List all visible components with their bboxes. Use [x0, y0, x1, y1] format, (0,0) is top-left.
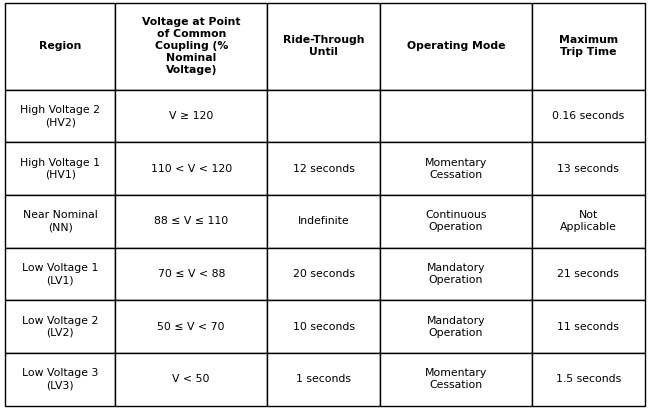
Bar [5, 248, 115, 300]
Bar [532, 3, 645, 90]
Bar [5, 353, 115, 406]
Text: Mandatory
Operation: Mandatory Operation [427, 263, 486, 285]
Bar [380, 142, 532, 195]
Text: Region: Region [39, 41, 81, 52]
Bar [115, 353, 267, 406]
Text: 88 ≤ V ≤ 110: 88 ≤ V ≤ 110 [154, 216, 228, 227]
Text: Mandatory
Operation: Mandatory Operation [427, 316, 486, 338]
Bar [532, 142, 645, 195]
Bar [5, 142, 115, 195]
Bar [380, 300, 532, 353]
Text: 0.16 seconds: 0.16 seconds [552, 111, 625, 121]
Bar [380, 195, 532, 248]
Text: 10 seconds: 10 seconds [292, 322, 355, 332]
Text: Continuous
Operation: Continuous Operation [425, 210, 487, 232]
Bar [115, 3, 267, 90]
Text: Momentary
Cessation: Momentary Cessation [425, 369, 487, 391]
Bar [5, 90, 115, 142]
Bar [5, 3, 115, 90]
Bar [267, 195, 380, 248]
Text: 11 seconds: 11 seconds [558, 322, 619, 332]
Text: Not
Applicable: Not Applicable [560, 210, 617, 232]
Text: High Voltage 2
(HV2): High Voltage 2 (HV2) [20, 105, 100, 127]
Text: High Voltage 1
(HV1): High Voltage 1 (HV1) [20, 158, 100, 180]
Text: 70 ≤ V < 88: 70 ≤ V < 88 [157, 269, 225, 279]
Bar [532, 300, 645, 353]
Text: 12 seconds: 12 seconds [292, 164, 354, 174]
Text: 20 seconds: 20 seconds [292, 269, 355, 279]
Bar [380, 248, 532, 300]
Text: Momentary
Cessation: Momentary Cessation [425, 158, 487, 180]
Text: 13 seconds: 13 seconds [558, 164, 619, 174]
Bar [532, 90, 645, 142]
Bar [115, 248, 267, 300]
Bar [267, 353, 380, 406]
Bar [380, 90, 532, 142]
Text: V < 50: V < 50 [172, 374, 210, 384]
Text: Maximum
Trip Time: Maximum Trip Time [559, 36, 618, 58]
Bar [267, 3, 380, 90]
Text: Low Voltage 2
(LV2): Low Voltage 2 (LV2) [22, 316, 98, 338]
Text: 21 seconds: 21 seconds [558, 269, 619, 279]
Text: 1 seconds: 1 seconds [296, 374, 351, 384]
Text: Near Nominal
(NN): Near Nominal (NN) [23, 210, 98, 232]
Text: Ride-Through
Until: Ride-Through Until [283, 36, 365, 58]
Text: 1.5 seconds: 1.5 seconds [556, 374, 621, 384]
Text: Voltage at Point
of Common
Coupling (%
Nominal
Voltage): Voltage at Point of Common Coupling (% N… [142, 18, 240, 76]
Bar [267, 90, 380, 142]
Text: Low Voltage 1
(LV1): Low Voltage 1 (LV1) [22, 263, 98, 285]
Bar [115, 195, 267, 248]
Text: Indefinite: Indefinite [298, 216, 350, 227]
Bar [532, 248, 645, 300]
Bar [115, 300, 267, 353]
Bar [267, 248, 380, 300]
Bar [380, 353, 532, 406]
Bar [267, 300, 380, 353]
Text: Operating Mode: Operating Mode [407, 41, 505, 52]
Bar [267, 142, 380, 195]
Bar [380, 3, 532, 90]
Text: Low Voltage 3
(LV3): Low Voltage 3 (LV3) [22, 369, 98, 391]
Text: V ≥ 120: V ≥ 120 [169, 111, 213, 121]
Text: 50 ≤ V < 70: 50 ≤ V < 70 [157, 322, 225, 332]
Bar [532, 353, 645, 406]
Bar [532, 195, 645, 248]
Bar [5, 300, 115, 353]
Bar [115, 142, 267, 195]
Bar [5, 195, 115, 248]
Bar [115, 90, 267, 142]
Text: 110 < V < 120: 110 < V < 120 [151, 164, 232, 174]
